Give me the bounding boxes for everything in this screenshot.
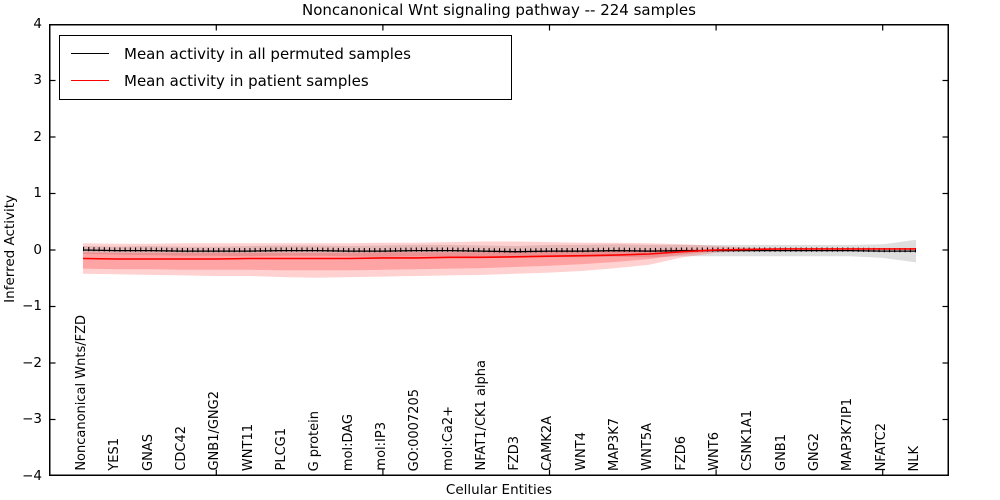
x-category-label: MAP3K7 bbox=[607, 417, 623, 471]
x-category-label: NFAT1/CK1 alpha bbox=[473, 360, 489, 471]
x-category-label: Noncanonical Wnts/FZD bbox=[74, 315, 89, 471]
x-category-label: CSNK1A1 bbox=[740, 409, 756, 471]
x-category-label: WNT6 bbox=[707, 432, 723, 471]
legend-label: Mean activity in all permuted samples bbox=[124, 44, 411, 63]
x-category-label: mol:Ca2+ bbox=[440, 406, 456, 471]
x-category-label: GNG2 bbox=[807, 432, 823, 471]
x-category-label: FZD6 bbox=[673, 436, 689, 471]
plot-canvas bbox=[49, 24, 949, 476]
x-category-label: GO:0007205 bbox=[407, 388, 423, 471]
x-category-label: NFATC2 bbox=[873, 422, 889, 471]
chart-title: Noncanonical Wnt signaling pathway -- 22… bbox=[302, 1, 696, 19]
x-category-label: CDC42 bbox=[173, 426, 189, 471]
x-category-label: GNB1 bbox=[773, 434, 789, 471]
y-tick-label: −1 bbox=[22, 298, 42, 314]
permuted-mean-line-markers bbox=[82, 246, 916, 253]
legend-label: Mean activity in patient samples bbox=[124, 71, 369, 90]
patient-mean-line bbox=[82, 248, 916, 260]
patient-samples-spread-band-inner bbox=[83, 248, 916, 271]
plot-border bbox=[49, 24, 949, 476]
y-tick-label: 1 bbox=[33, 185, 42, 201]
legend-line-swatch-black bbox=[71, 53, 109, 54]
y-tick-label: 0 bbox=[33, 241, 42, 258]
legend-item-permuted: Mean activity in all permuted samples bbox=[71, 40, 511, 67]
legend: Mean activity in all permuted samples Me… bbox=[59, 35, 512, 100]
x-category-label: MAP3K7IP1 bbox=[840, 398, 856, 471]
x-category-label: NLK bbox=[907, 445, 922, 472]
y-tick-label: −3 bbox=[22, 411, 42, 427]
x-category-label: GNB1/GNG2 bbox=[207, 391, 223, 471]
x-category-label: WNT5A bbox=[640, 423, 656, 471]
x-axis-title: Cellular Entities bbox=[445, 482, 553, 498]
x-category-label: FZD3 bbox=[507, 436, 523, 471]
x-category-label: CAMK2A bbox=[540, 416, 556, 471]
x-category-label: WNT11 bbox=[240, 423, 256, 471]
legend-item-patient: Mean activity in patient samples bbox=[71, 67, 511, 94]
x-category-label: mol:DAG bbox=[340, 413, 356, 471]
x-category-label: G protein bbox=[307, 410, 323, 471]
y-tick-label: −2 bbox=[22, 354, 42, 371]
y-tick-label: 4 bbox=[33, 15, 42, 32]
x-category-label: mol:IP3 bbox=[373, 422, 389, 471]
y-tick-label: −4 bbox=[22, 467, 42, 484]
y-tick-label: 3 bbox=[33, 72, 42, 88]
x-category-label: YES1 bbox=[107, 438, 123, 471]
y-tick-label: 2 bbox=[33, 128, 42, 145]
x-category-label: GNAS bbox=[140, 434, 156, 471]
x-category-label: PLCG1 bbox=[273, 428, 289, 471]
x-category-label: WNT4 bbox=[573, 432, 589, 471]
legend-line-swatch-red bbox=[71, 80, 109, 81]
